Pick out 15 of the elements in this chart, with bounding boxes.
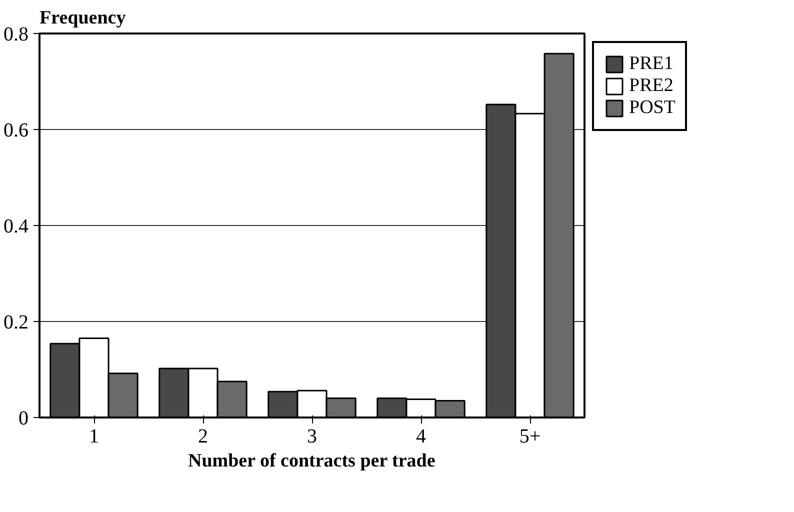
- x-tick-label: 5+: [519, 426, 541, 448]
- legend-label: POST: [629, 97, 676, 119]
- legend-label: PRE2: [629, 75, 674, 97]
- y-axis-title: Frequency: [40, 8, 126, 28]
- y-tick-label: 0.8: [4, 24, 28, 46]
- x-tick-label: 3: [307, 426, 317, 448]
- x-tick-label: 4: [416, 426, 426, 448]
- y-tick-label: 0.6: [4, 120, 28, 142]
- legend-label: PRE1: [629, 53, 674, 75]
- x-axis-title: Number of contracts per trade: [188, 450, 436, 472]
- y-tick-label: 0.4: [4, 216, 28, 238]
- y-tick-label: 0.2: [4, 312, 28, 334]
- y-tick-label: 0: [18, 408, 28, 430]
- x-tick-label: 2: [198, 426, 208, 448]
- x-tick-label: 1: [89, 426, 99, 448]
